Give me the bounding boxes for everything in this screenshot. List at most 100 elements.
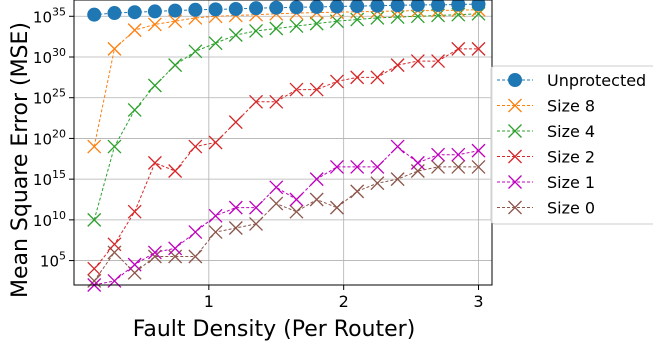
data-point-size-2	[208, 135, 223, 150]
data-point-size-4	[350, 12, 365, 27]
data-point-size-1	[147, 245, 162, 260]
data-point-size-0	[107, 245, 122, 260]
data-point-size-4	[370, 10, 385, 25]
data-point-unprotected	[410, 0, 425, 12]
data-point-size-1	[431, 147, 446, 162]
data-point-size-0	[451, 159, 466, 174]
data-point-size-4	[127, 102, 142, 117]
legend-label: Unprotected	[547, 71, 646, 90]
legend-marker	[508, 124, 522, 138]
legend: Unprotected Size 8 Size 4 Size 2 Size 1 Size …	[490, 65, 653, 225]
legend-item-size-8: Size 8	[497, 97, 595, 116]
data-point-size-0	[147, 249, 162, 264]
data-point-size-2	[471, 41, 486, 56]
data-point-unprotected	[188, 2, 203, 17]
data-point-size-0	[309, 192, 324, 207]
data-point-size-4	[228, 28, 243, 42]
y-tick-label: 1010	[33, 209, 66, 230]
data-point-size-8	[127, 23, 142, 38]
data-point-size-4	[390, 10, 405, 25]
data-point-size-8	[168, 14, 183, 29]
legend-label: Size 4	[547, 122, 595, 141]
data-point-size-2	[107, 237, 122, 252]
data-point-unprotected	[431, 0, 446, 12]
series-layer	[87, 0, 486, 292]
data-point-unprotected	[309, 0, 324, 14]
data-point-size-1	[350, 159, 365, 174]
data-point-unprotected	[451, 0, 466, 12]
y-axis-label: Mean Square Error (MSE)	[8, 22, 33, 298]
data-point-size-1	[127, 257, 142, 272]
data-point-size-4	[188, 44, 203, 59]
x-tick-label: 2	[339, 292, 349, 311]
legend-label: Size 2	[547, 148, 595, 167]
data-point-size-1	[451, 147, 466, 162]
data-point-size-1	[228, 200, 243, 215]
y-tick-label: 105	[40, 250, 66, 271]
legend-item-size-4: Size 4	[497, 122, 595, 141]
data-point-size-8	[87, 139, 102, 154]
legend-marker	[508, 73, 522, 87]
data-point-size-0	[228, 221, 243, 235]
data-point-size-2	[410, 54, 425, 69]
data-point-unprotected	[127, 5, 142, 20]
plot-frame	[73, 0, 493, 286]
data-point-size-1	[188, 225, 203, 240]
y-tick-label: 1025	[33, 87, 66, 108]
data-point-size-2	[451, 41, 466, 56]
data-point-size-2	[329, 74, 344, 89]
data-point-size-0	[249, 216, 263, 231]
data-point-size-2	[350, 70, 365, 85]
data-point-size-0	[329, 200, 344, 215]
axes-layer: 1 2 3 105 1010 1015 1020 1025 1030 1035	[33, 0, 493, 311]
data-point-unprotected	[370, 0, 385, 13]
data-point-unprotected	[329, 0, 344, 14]
legend-box	[490, 65, 653, 225]
data-point-size-4	[269, 21, 284, 36]
data-point-unprotected	[228, 1, 243, 16]
data-point-size-0	[471, 159, 486, 174]
data-point-unprotected	[168, 3, 183, 18]
data-point-unprotected	[249, 1, 264, 16]
data-point-unprotected	[208, 2, 223, 17]
legend-label: Size 8	[547, 97, 595, 116]
data-point-unprotected	[269, 0, 284, 15]
data-point-size-4	[431, 8, 446, 23]
data-point-size-8	[147, 17, 162, 32]
data-point-size-1	[410, 155, 425, 170]
data-point-size-1	[390, 139, 405, 154]
legend-marker	[508, 98, 522, 113]
data-point-size-0	[370, 176, 385, 191]
series-line-size-2	[93, 48, 479, 270]
x-tick-label: 3	[473, 292, 483, 311]
data-point-size-2	[168, 164, 183, 178]
data-point-size-2	[147, 155, 162, 170]
series-size-8	[87, 2, 486, 154]
data-point-size-0	[390, 172, 405, 187]
data-point-size-1	[309, 172, 324, 187]
data-point-size-4	[147, 78, 162, 93]
data-point-size-0	[188, 249, 203, 264]
data-point-size-0	[410, 164, 425, 178]
data-point-size-4	[289, 19, 304, 34]
y-tick-label: 1035	[33, 5, 66, 26]
data-point-size-2	[431, 54, 446, 69]
data-point-size-2	[289, 82, 304, 97]
data-point-size-1	[329, 159, 344, 174]
data-point-size-2	[390, 58, 405, 73]
series-line-size-0	[93, 166, 479, 282]
data-point-size-2	[127, 204, 142, 219]
data-point-size-0	[431, 159, 446, 174]
data-point-size-2	[249, 94, 263, 109]
data-point-unprotected	[87, 7, 102, 22]
legend-item-size-1: Size 1	[497, 173, 595, 192]
legend-item-unprotected: Unprotected	[497, 71, 646, 90]
legend-marker	[508, 200, 522, 215]
data-point-size-4	[87, 212, 102, 227]
data-point-size-0	[289, 204, 304, 219]
series-line-size-4	[93, 13, 479, 220]
legend-label: Size 0	[547, 199, 595, 218]
data-point-size-2	[188, 139, 203, 154]
